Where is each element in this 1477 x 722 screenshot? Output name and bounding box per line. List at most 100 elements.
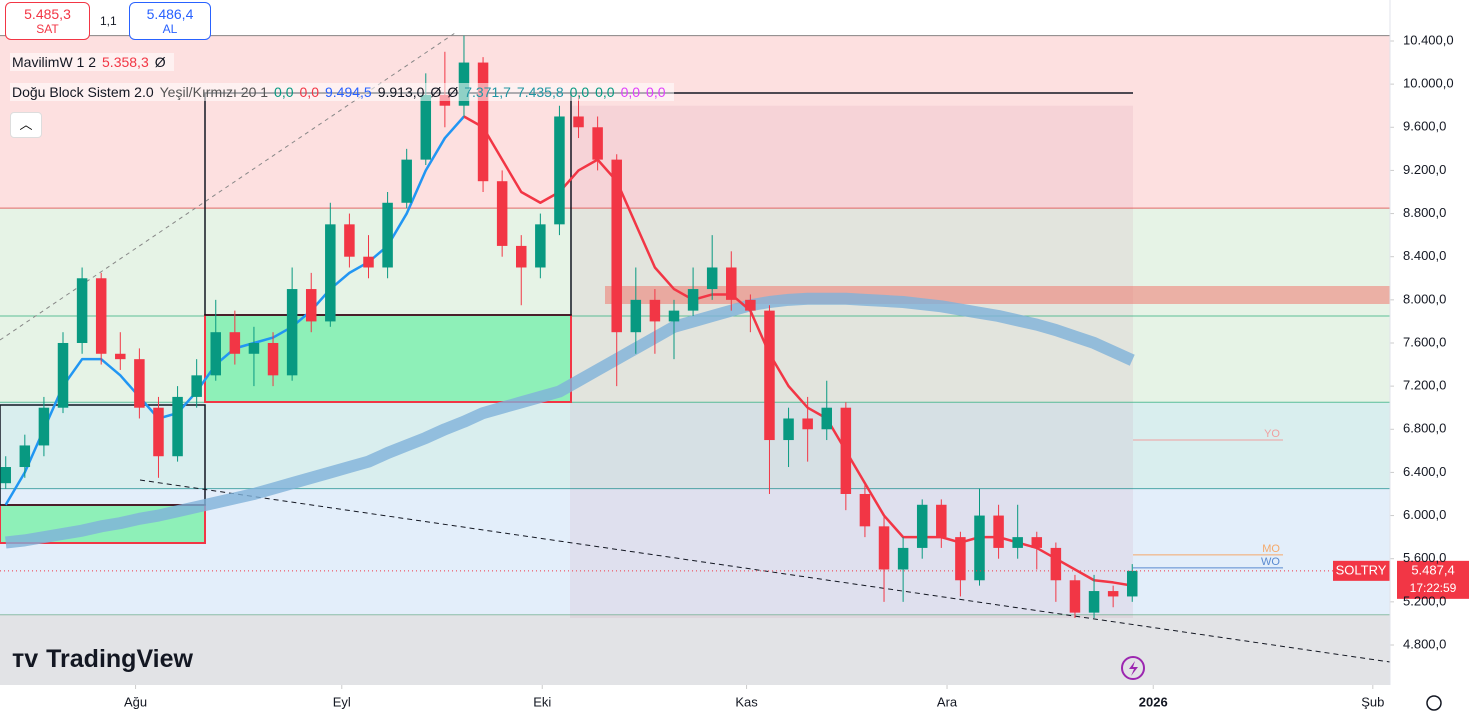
y-tick-label: 7.200,0: [1403, 378, 1446, 393]
indicator-name: MavilimW 1 2: [12, 54, 97, 70]
range-shade: [570, 105, 1133, 619]
sell-button[interactable]: 5.485,3 SAT: [5, 2, 90, 40]
collapse-button[interactable]: ︿: [10, 112, 42, 138]
candle-body: [420, 94, 432, 160]
spread: 1,1: [100, 14, 117, 28]
candle-body: [993, 515, 1004, 548]
x-tick-label: 2026: [1139, 694, 1168, 709]
candle-body: [0, 467, 11, 484]
candle-body: [955, 537, 966, 581]
candle-body: [1069, 580, 1081, 613]
candle-body: [248, 342, 260, 354]
alert-bolt: [1129, 661, 1138, 676]
box: [0, 404, 206, 506]
buy-label: AL: [162, 22, 178, 36]
candle-body: [382, 202, 393, 268]
indicator-value: Ø: [447, 84, 459, 100]
x-axis-strip: [0, 685, 1477, 722]
candle-body: [668, 310, 680, 322]
tag-label: YO: [1264, 428, 1280, 440]
candle-body: [936, 504, 947, 538]
countdown-label: 17:22:59: [1410, 581, 1457, 595]
candle-body: [745, 299, 756, 311]
candle-body: [229, 332, 241, 354]
candle-body: [611, 159, 622, 333]
candle-body: [840, 407, 852, 494]
candle-body: [38, 407, 50, 446]
candle-body: [592, 127, 603, 160]
candle-body: [191, 375, 202, 397]
indicator-value: 0,0: [274, 84, 294, 100]
x-tick-label: Ara: [937, 694, 958, 709]
logo: ᴛᴠ TradingView: [12, 645, 193, 673]
y-tick-label: 9.200,0: [1403, 162, 1446, 177]
candle-body: [172, 396, 183, 457]
y-tick-label: 10.000,0: [1403, 76, 1454, 91]
zone: [0, 35, 1390, 209]
candle-body: [802, 418, 813, 430]
candle-body: [76, 278, 88, 343]
settings-icon: [1426, 695, 1442, 711]
y-tick-label: 9.600,0: [1403, 119, 1446, 134]
indicator-value: 7.371,7: [464, 84, 511, 100]
candle-body: [897, 547, 909, 570]
candle-body: [344, 224, 355, 257]
candle-body: [535, 224, 546, 268]
indicator-value: 9.913,0: [377, 84, 425, 100]
candle-body: [115, 353, 126, 360]
candle-body: [401, 159, 412, 203]
indicator-dogu: Doğu Block Sistem 2.0 Yeşil/Kırmızı 20 1 0…: [10, 83, 674, 101]
indicator-params: Yeşil/Kırmızı 20 1: [159, 84, 269, 100]
indicator-value: Ø: [430, 84, 442, 100]
alert-icon: [1121, 656, 1145, 680]
indicator-value: 0,0: [620, 84, 641, 100]
candle-body: [286, 289, 298, 376]
x-tick-label: Eki: [533, 694, 551, 709]
buy-button[interactable]: 5.486,4 AL: [129, 2, 211, 40]
y-tick-label: 5.200,0: [1403, 593, 1446, 608]
indicator-value: 0,0: [646, 84, 666, 100]
indicator-value: 0,0: [569, 84, 590, 100]
candle-body: [1031, 537, 1043, 548]
candle-body: [477, 62, 489, 182]
candle-body: [57, 342, 69, 408]
candle-body: [153, 407, 164, 457]
candle-body: [974, 515, 985, 581]
candle-body: [706, 267, 718, 290]
candle-body: [134, 359, 145, 408]
y-tick-label: 8.000,0: [1403, 291, 1446, 306]
indicator-value: 9.494,5: [324, 84, 372, 100]
buy-price: 5.486,4: [146, 6, 194, 22]
candle-body: [821, 407, 832, 430]
sell-label: SAT: [36, 22, 59, 36]
candle-body: [1050, 547, 1062, 581]
zone: [0, 614, 1390, 685]
y-tick-label: 10.400,0: [1403, 32, 1454, 47]
y-tick-label: 8.800,0: [1403, 205, 1446, 220]
tag-label: MO: [1262, 543, 1280, 555]
y-tick-label: 5.600,0: [1403, 550, 1446, 565]
indicator-value: 5.358,3: [102, 54, 149, 70]
candle-body: [1126, 570, 1138, 597]
y-tick-label: 6.800,0: [1403, 421, 1446, 436]
indicator-name: Doğu Block Sistem 2.0: [12, 84, 154, 100]
candle-body: [878, 526, 890, 570]
y-tick-label: 6.000,0: [1403, 507, 1446, 522]
x-tick-label: Eyl: [333, 694, 351, 709]
y-tick-label: 4.800,0: [1403, 636, 1446, 651]
candle-body: [1088, 591, 1100, 613]
candle-body: [573, 116, 584, 128]
indicator-value: 0,0: [595, 84, 615, 100]
candle-body: [1012, 537, 1023, 548]
candle-body: [764, 310, 775, 441]
candle-body: [95, 278, 107, 354]
y-tick-label: 7.600,0: [1403, 334, 1446, 349]
zone: [0, 402, 1390, 489]
candle-body: [496, 181, 508, 246]
candle-body: [363, 256, 374, 268]
candle-body: [1107, 591, 1119, 597]
candle-body: [325, 224, 336, 322]
x-tick-label: Kas: [735, 694, 758, 709]
candle-body: [649, 299, 661, 322]
